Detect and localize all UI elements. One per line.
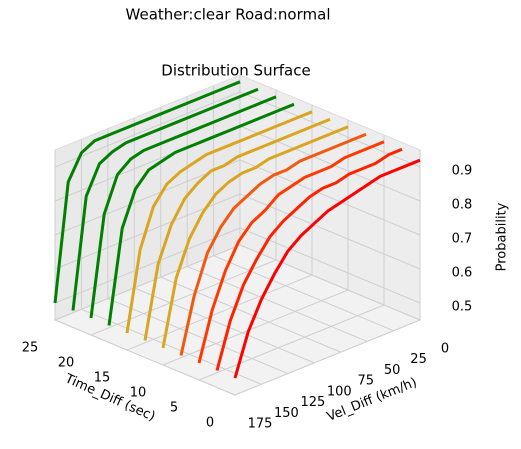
grid-line [239, 159, 421, 236]
grid-line [81, 308, 262, 385]
chart-suptitle: Weather:clear Road:normal [126, 6, 331, 24]
y-tick-label: 25 [410, 352, 427, 367]
surface-line [71, 87, 259, 311]
grid-line [239, 125, 421, 202]
grid-line [213, 255, 394, 332]
y-tick-label: 125 [300, 395, 325, 410]
grid-line [234, 319, 421, 396]
surface-line [215, 147, 403, 371]
z-tick-label: 0.7 [452, 232, 473, 247]
surface-line [125, 110, 313, 334]
surface-line [161, 125, 349, 349]
x-tick-label: 20 [58, 356, 75, 371]
y-tick-label: 50 [384, 363, 401, 378]
grid-line [160, 276, 341, 353]
grid-line [162, 289, 349, 366]
grid-line [54, 244, 241, 321]
chart-title: Distribution Surface [161, 62, 310, 80]
grid-line [239, 227, 421, 304]
y-tick-label: 0 [441, 342, 449, 357]
grid-line [90, 259, 277, 336]
grid-line [54, 91, 241, 168]
grid-line [198, 304, 385, 381]
grid-line [107, 298, 289, 375]
grid-line [54, 227, 241, 304]
surface-line [233, 158, 421, 379]
surface-line [107, 102, 295, 326]
y-tick-label: 75 [357, 374, 374, 389]
x-tick-label: 0 [206, 416, 214, 431]
z-tick-label: 0.9 [452, 164, 473, 179]
grid-line [239, 244, 421, 321]
x-tick-label: 25 [22, 341, 39, 356]
x-tick-label: 10 [130, 386, 147, 401]
grid-line [134, 287, 315, 364]
grid-line [126, 274, 313, 351]
z-tick-label: 0.5 [452, 300, 473, 315]
z-tick-label: 0.8 [452, 198, 473, 213]
z-tick-label: 0.6 [452, 266, 473, 281]
grid-line [54, 193, 241, 270]
y-tick-label: 100 [327, 384, 352, 399]
y-tick-label: 175 [248, 417, 273, 432]
grid-line [54, 319, 236, 396]
surface-line [89, 95, 277, 319]
z-axis-label: Probability [495, 202, 510, 271]
surface-line [143, 117, 331, 341]
x-tick-label: 5 [170, 401, 178, 416]
y-tick-label: 150 [274, 406, 299, 421]
surface-line [197, 140, 385, 364]
grid-line [186, 265, 368, 342]
surface-line [179, 132, 367, 356]
surface-line [53, 80, 241, 304]
x-tick-label: 15 [94, 371, 111, 386]
